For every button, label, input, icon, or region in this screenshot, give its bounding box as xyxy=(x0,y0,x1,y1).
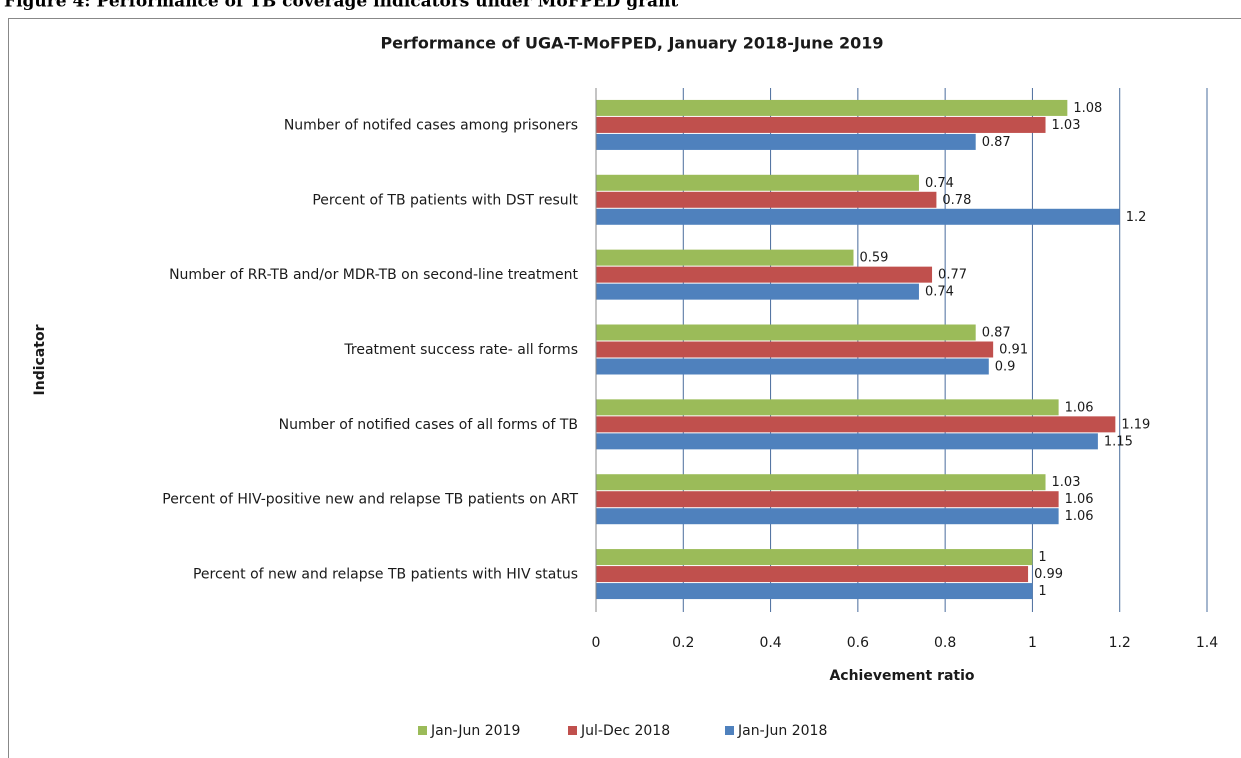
value-label: 1.03 xyxy=(1052,475,1081,490)
bar xyxy=(596,433,1098,450)
bar xyxy=(596,474,1046,491)
y-tick-label: Number of notified cases of all forms of… xyxy=(279,417,578,433)
bar xyxy=(596,358,989,375)
legend-label: Jan-Jun 2018 xyxy=(737,723,827,739)
y-tick-label: Percent of TB patients with DST result xyxy=(312,192,578,208)
bar xyxy=(596,266,933,283)
value-label: 1.2 xyxy=(1126,210,1147,225)
bar xyxy=(596,549,1033,566)
legend-swatch xyxy=(568,726,577,735)
bar xyxy=(596,283,919,300)
bar xyxy=(596,191,937,208)
y-tick-label: Number of notifed cases among prisoners xyxy=(284,117,578,133)
x-tick-label: 0.6 xyxy=(847,635,869,651)
value-label: 1.08 xyxy=(1073,101,1102,116)
value-label: 0.59 xyxy=(859,251,888,266)
legend-swatch xyxy=(725,726,734,735)
value-label: 0.9 xyxy=(995,360,1016,375)
figure-caption: Figure 4: Performance of TB coverage ind… xyxy=(4,0,678,12)
value-label: 0.78 xyxy=(942,193,971,208)
x-tick-label: 0.8 xyxy=(934,635,956,651)
legend-label: Jul-Dec 2018 xyxy=(580,723,670,739)
value-label: 1 xyxy=(1038,584,1046,599)
y-tick-label: Percent of new and relapse TB patients w… xyxy=(193,567,578,583)
legend-label: Jan-Jun 2019 xyxy=(430,723,520,739)
value-label: 1.06 xyxy=(1065,509,1094,524)
bar xyxy=(596,174,919,191)
bar xyxy=(596,133,976,150)
value-label: 1.06 xyxy=(1065,492,1094,507)
bar xyxy=(596,416,1116,433)
bar xyxy=(596,99,1068,116)
value-label: 0.99 xyxy=(1034,567,1063,582)
value-label: 1.19 xyxy=(1121,417,1150,432)
x-tick-label: 0.4 xyxy=(759,635,781,651)
x-tick-label: 1 xyxy=(1028,635,1037,651)
y-tick-label: Percent of HIV-positive new and relapse … xyxy=(162,492,578,508)
bar xyxy=(596,116,1046,133)
value-label: 0.91 xyxy=(999,343,1028,358)
bar xyxy=(596,491,1059,508)
y-tick-label: Number of RR-TB and/or MDR-TB on second-… xyxy=(169,267,578,283)
y-tick-label: Treatment success rate- all forms xyxy=(343,342,578,358)
x-axis-title: Achievement ratio xyxy=(829,668,974,684)
value-label: 1 xyxy=(1038,550,1046,565)
chart-frame xyxy=(8,18,1241,758)
x-tick-label: 0.2 xyxy=(672,635,694,651)
x-tick-label: 1.4 xyxy=(1196,635,1218,651)
bar xyxy=(596,583,1033,600)
value-label: 0.74 xyxy=(925,176,954,191)
value-label: 0.74 xyxy=(925,285,954,300)
bar xyxy=(596,566,1029,583)
x-tick-label: 1.2 xyxy=(1109,635,1131,651)
y-axis-title: Indicator xyxy=(32,324,48,395)
value-label: 0.87 xyxy=(982,135,1011,150)
chart-title: Performance of UGA-T-MoFPED, January 201… xyxy=(380,34,883,53)
value-label: 0.77 xyxy=(938,268,967,283)
value-label: 1.15 xyxy=(1104,434,1133,449)
bar xyxy=(596,324,976,341)
legend-swatch xyxy=(418,726,427,735)
bar xyxy=(596,399,1059,416)
bar xyxy=(596,341,994,358)
value-label: 0.87 xyxy=(982,326,1011,341)
bar xyxy=(596,508,1059,525)
bar xyxy=(596,249,854,266)
value-label: 1.03 xyxy=(1052,118,1081,133)
x-tick-label: 0 xyxy=(592,635,601,651)
bar xyxy=(596,208,1120,225)
value-label: 1.06 xyxy=(1065,400,1094,415)
